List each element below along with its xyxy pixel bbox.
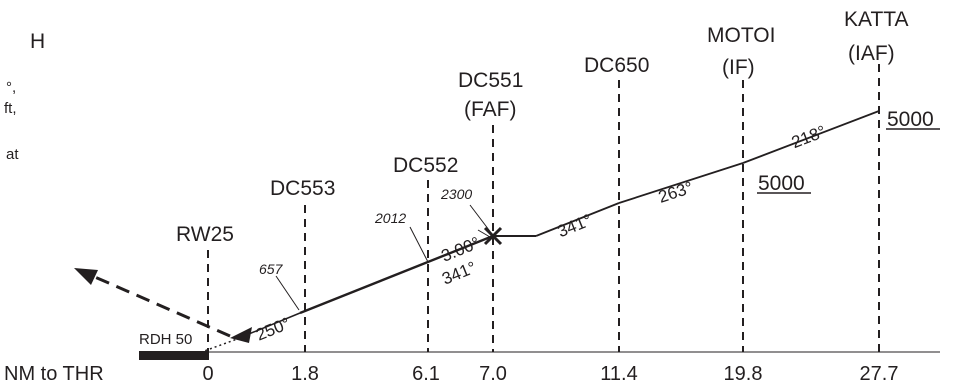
distance-dc553: 1.8 (291, 363, 319, 385)
note-line-4: at (6, 146, 19, 163)
katta-altitude: 5000 (887, 108, 934, 131)
segment-katta-motoi (742, 110, 880, 164)
dc553-label: DC553 (270, 177, 335, 200)
note-line-1: H (30, 30, 45, 53)
dc551-role: (FAF) (464, 98, 517, 121)
runway-bar (139, 351, 209, 360)
missed-approach-arrowhead (74, 268, 98, 285)
dc552-label: DC552 (393, 154, 458, 177)
rw25-label: RW25 (176, 223, 234, 246)
missed-approach-path (87, 272, 231, 338)
distance-dc552: 6.1 (412, 363, 440, 385)
motoi-altitude: 5000 (758, 172, 805, 195)
distance-katta: 27.7 (860, 363, 899, 385)
glidepath-leader (477, 229, 491, 238)
distance-dc650: 11.4 (600, 363, 637, 385)
motoi-label: MOTOI (707, 24, 775, 47)
note-line-2: °, (6, 79, 16, 96)
dc553-altitude: 657 (259, 261, 284, 277)
dc551-altitude-leader (469, 204, 493, 235)
final-approach-path (299, 234, 494, 315)
distance-motoi: 19.8 (724, 363, 763, 385)
segment-dc650-turn (535, 202, 620, 237)
distance-dc551: 7.0 (479, 363, 507, 385)
faf-cross-icon (483, 226, 503, 246)
bearing-motoi-dc650: 263° (656, 178, 695, 207)
threshold-arrowhead (230, 327, 252, 343)
bearing-final-approach: 250° (253, 314, 293, 345)
dc553-altitude-leader (275, 275, 300, 311)
dc552-altitude: 2012 (374, 210, 406, 226)
visual-segment (243, 312, 301, 337)
motoi-role: (IF) (722, 56, 755, 79)
distance-rw25: 0 (202, 363, 213, 385)
segment-motoi-dc650 (618, 162, 744, 204)
glidepath-angle: 3.00° (438, 233, 482, 266)
bearing-katta-motoi: 218° (789, 122, 829, 152)
dc650-label: DC650 (584, 54, 649, 77)
katta-role: (IAF) (848, 42, 895, 65)
note-line-3: ft, (4, 100, 17, 117)
katta-label: KATTA (844, 8, 909, 31)
rdh-label: RDH 50 (139, 331, 192, 348)
dc551-label: DC551 (458, 69, 523, 92)
axis-label: NM to THR (4, 363, 104, 385)
bearing-dc650-turn: 341° (555, 210, 595, 241)
dc552-altitude-leader (409, 226, 429, 263)
dc551-altitude: 2300 (440, 186, 472, 202)
